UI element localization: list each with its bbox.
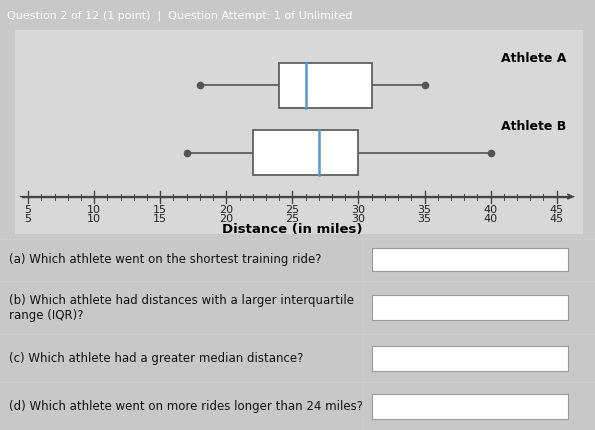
Text: 25: 25 bbox=[286, 214, 299, 224]
Text: 30: 30 bbox=[352, 214, 365, 224]
Text: 10: 10 bbox=[87, 214, 101, 224]
Text: 40: 40 bbox=[484, 214, 497, 224]
Text: 45: 45 bbox=[550, 205, 563, 215]
Text: 5: 5 bbox=[24, 214, 32, 224]
FancyBboxPatch shape bbox=[372, 248, 568, 271]
Text: 15: 15 bbox=[154, 214, 167, 224]
Text: 20: 20 bbox=[219, 214, 233, 224]
Text: ⌄: ⌄ bbox=[552, 253, 562, 266]
Text: 40: 40 bbox=[484, 205, 497, 215]
Text: 'Choose one': 'Choose one' bbox=[381, 301, 456, 314]
Text: 35: 35 bbox=[418, 214, 431, 224]
Text: 5: 5 bbox=[24, 205, 32, 215]
Text: 10: 10 bbox=[87, 205, 101, 215]
Text: 15: 15 bbox=[154, 205, 167, 215]
FancyBboxPatch shape bbox=[372, 295, 568, 320]
Text: Athlete B: Athlete B bbox=[501, 120, 566, 132]
Text: ⌄: ⌄ bbox=[552, 352, 562, 365]
Text: 30: 30 bbox=[352, 205, 365, 215]
Text: 'Choose one': 'Choose one' bbox=[381, 253, 456, 266]
Text: 'Choose one': 'Choose one' bbox=[381, 352, 456, 365]
Text: 20: 20 bbox=[219, 205, 233, 215]
Text: ⌄: ⌄ bbox=[552, 301, 562, 314]
Text: (c) Which athlete had a greater median distance?: (c) Which athlete had a greater median d… bbox=[9, 352, 303, 365]
Text: 45: 45 bbox=[550, 214, 563, 224]
Text: 'Choose one': 'Choose one' bbox=[381, 399, 456, 412]
Text: 35: 35 bbox=[418, 205, 431, 215]
Text: 25: 25 bbox=[286, 205, 299, 215]
FancyBboxPatch shape bbox=[372, 346, 568, 371]
FancyBboxPatch shape bbox=[279, 63, 372, 108]
FancyBboxPatch shape bbox=[372, 393, 568, 418]
Text: (a) Which athlete went on the shortest training ride?: (a) Which athlete went on the shortest t… bbox=[9, 253, 321, 266]
FancyBboxPatch shape bbox=[253, 130, 358, 175]
Text: ⌄: ⌄ bbox=[552, 399, 562, 412]
Text: (b) Which athlete had distances with a larger interquartile
range (IQR)?: (b) Which athlete had distances with a l… bbox=[9, 294, 354, 322]
Text: Athlete A: Athlete A bbox=[500, 52, 566, 65]
Text: (d) Which athlete went on more rides longer than 24 miles?: (d) Which athlete went on more rides lon… bbox=[9, 399, 363, 412]
Text: Distance (in miles): Distance (in miles) bbox=[222, 223, 362, 236]
Text: Question 2 of 12 (1 point)  |  Question Attempt: 1 of Unlimited: Question 2 of 12 (1 point) | Question At… bbox=[7, 11, 353, 22]
